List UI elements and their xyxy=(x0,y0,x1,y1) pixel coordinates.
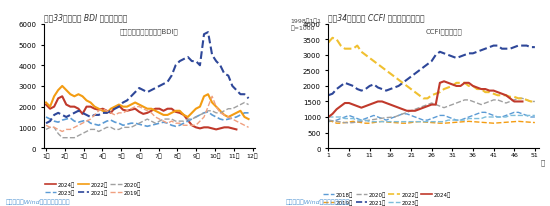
Text: 资料来源：Wind，国盛证券研究所: 资料来源：Wind，国盛证券研究所 xyxy=(286,198,351,204)
Text: 1998年1月1
日=1000: 1998年1月1 日=1000 xyxy=(290,19,321,30)
Text: 周: 周 xyxy=(541,158,546,165)
Legend: 2018年, 2019年, 2020年, 2021年, 2022年, 2023年, 2024年: 2018年, 2019年, 2020年, 2021年, 2022年, 2023年… xyxy=(321,189,454,206)
Text: 波罗的海干散货指数（BDI）: 波罗的海干散货指数（BDI） xyxy=(120,28,179,35)
Text: 图表34：近半月 CCFI 指数环比延续回升: 图表34：近半月 CCFI 指数环比延续回升 xyxy=(328,14,425,23)
Legend: 2024年, 2023年, 2022年, 2021年, 2020年, 2019年: 2024年, 2023年, 2022年, 2021年, 2020年, 2019年 xyxy=(42,179,142,198)
Text: 图表33：近半月 BDI 指数环比续跌: 图表33：近半月 BDI 指数环比续跌 xyxy=(44,14,128,23)
Text: CCFI：综合指数: CCFI：综合指数 xyxy=(426,28,463,35)
Text: 资料来源：Wind，国盛证券研究所: 资料来源：Wind，国盛证券研究所 xyxy=(6,198,70,204)
